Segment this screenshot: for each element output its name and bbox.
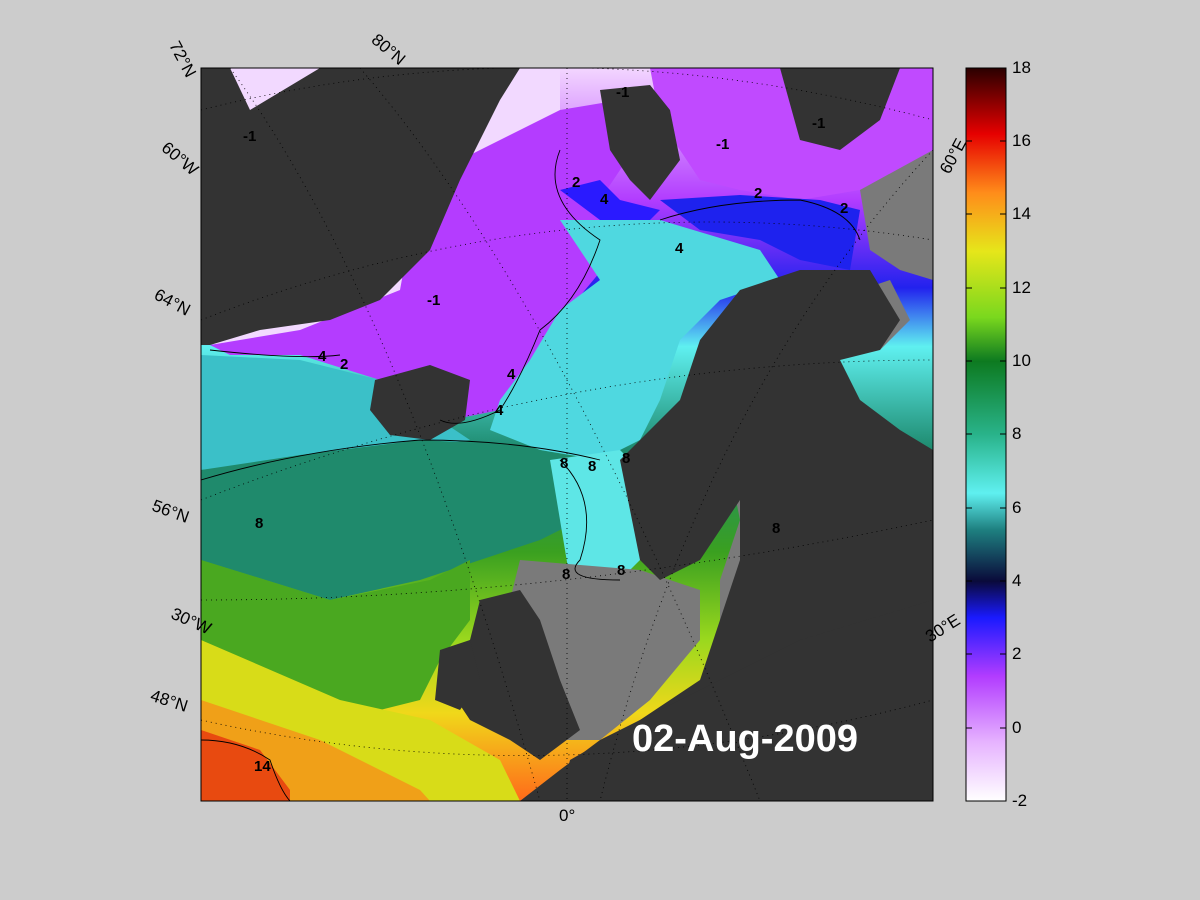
date-label: 02-Aug-2009 bbox=[632, 718, 858, 760]
colorbar-label: 2 bbox=[1012, 644, 1022, 663]
contour-label: 8 bbox=[622, 450, 631, 467]
lon-label-0: 0° bbox=[559, 806, 576, 825]
contour-label: 4 bbox=[507, 366, 516, 383]
contour-label: 4 bbox=[318, 348, 327, 365]
contour-label: 8 bbox=[588, 458, 597, 475]
greenland bbox=[201, 68, 520, 345]
colorbar-label: 18 bbox=[1012, 58, 1031, 77]
atlantic-green bbox=[201, 560, 470, 720]
contour-label: 2 bbox=[754, 185, 763, 202]
map-area bbox=[201, 68, 933, 801]
kara-coast-shelf bbox=[860, 150, 933, 280]
colorbar-ticks bbox=[966, 67, 1006, 802]
contour-label: 14 bbox=[254, 758, 271, 775]
colorbar-label: 6 bbox=[1012, 498, 1022, 517]
contour-label: 4 bbox=[600, 191, 609, 208]
continental-europe bbox=[520, 600, 933, 801]
colorbar-label: 12 bbox=[1012, 278, 1031, 297]
contour-lines bbox=[201, 149, 861, 801]
contour-label: 2 bbox=[572, 174, 581, 191]
graticule bbox=[201, 68, 933, 801]
map-border bbox=[200, 67, 934, 802]
barents-blue-front bbox=[660, 195, 860, 270]
colorbar-label: 4 bbox=[1012, 571, 1022, 590]
fram-blue-front bbox=[560, 180, 660, 230]
contour-label: 8 bbox=[617, 562, 626, 579]
norwegian-sea-cyan bbox=[490, 220, 780, 460]
contour-label: 8 bbox=[772, 520, 781, 537]
contour-label: 4 bbox=[495, 402, 504, 419]
contour-label: 8 bbox=[560, 455, 569, 472]
colorbar-label: 0 bbox=[1012, 718, 1022, 737]
colorbar-label: 16 bbox=[1012, 131, 1031, 150]
colorbar-label: 14 bbox=[1012, 204, 1031, 223]
contour-label: -1 bbox=[716, 136, 730, 153]
north-atlantic-teal bbox=[201, 440, 580, 600]
contour-label: -1 bbox=[812, 115, 826, 132]
atlantic-red bbox=[201, 730, 290, 801]
novaya-zemlya bbox=[780, 68, 900, 150]
british-isles bbox=[440, 590, 580, 760]
contour-label: 2 bbox=[840, 200, 849, 217]
svalbard bbox=[600, 85, 680, 200]
ireland bbox=[435, 640, 480, 710]
contour-label: 4 bbox=[675, 240, 684, 257]
contour-label: 8 bbox=[255, 515, 264, 532]
colorbar-label: 10 bbox=[1012, 351, 1031, 370]
iceland bbox=[370, 365, 470, 440]
contour-label: 2 bbox=[340, 356, 349, 373]
contour-label: -1 bbox=[616, 84, 630, 101]
colorbar-label: -2 bbox=[1012, 791, 1028, 810]
contour-label: -1 bbox=[243, 128, 257, 145]
contour-label: -1 bbox=[427, 292, 441, 309]
colorbar-label: 8 bbox=[1012, 424, 1022, 443]
greenland-sea-purple bbox=[210, 100, 640, 420]
contour-label: 8 bbox=[562, 566, 571, 583]
